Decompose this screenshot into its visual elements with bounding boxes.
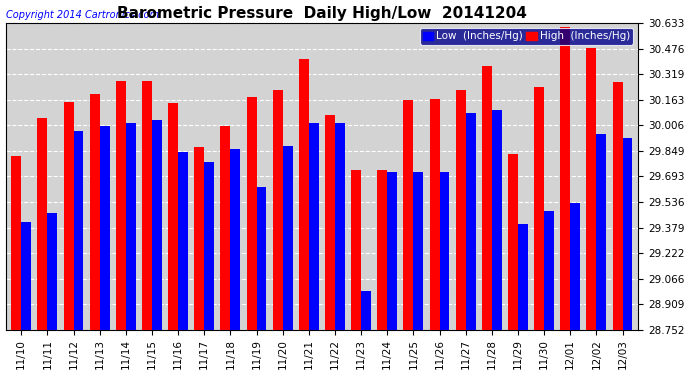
Bar <box>455 90 466 330</box>
Bar <box>220 126 230 330</box>
Bar <box>309 123 319 330</box>
Bar <box>387 172 397 330</box>
Bar <box>48 213 57 330</box>
Bar <box>116 81 126 330</box>
Bar <box>63 102 74 330</box>
Bar <box>273 90 283 330</box>
Bar <box>283 146 293 330</box>
Bar <box>482 66 492 330</box>
Bar <box>440 172 449 330</box>
Bar <box>74 131 83 330</box>
Bar <box>613 82 622 330</box>
Bar <box>560 27 570 330</box>
Bar <box>492 110 502 330</box>
Bar <box>335 123 345 330</box>
Bar <box>168 104 178 330</box>
Bar <box>508 154 518 330</box>
Bar <box>586 48 596 330</box>
Bar <box>377 170 387 330</box>
Bar <box>622 138 633 330</box>
Bar <box>404 100 413 330</box>
Bar <box>90 94 99 330</box>
Bar <box>152 120 162 330</box>
Bar <box>596 135 607 330</box>
Bar <box>21 222 31 330</box>
Bar <box>351 170 361 330</box>
Text: Copyright 2014 Cartronics.com: Copyright 2014 Cartronics.com <box>6 10 159 20</box>
Bar <box>544 211 554 330</box>
Bar <box>299 60 309 330</box>
Bar <box>142 81 152 330</box>
Bar <box>361 291 371 330</box>
Bar <box>413 172 424 330</box>
Legend: Low  (Inches/Hg), High  (Inches/Hg): Low (Inches/Hg), High (Inches/Hg) <box>420 28 633 45</box>
Bar <box>430 99 440 330</box>
Bar <box>257 187 266 330</box>
Bar <box>570 203 580 330</box>
Bar <box>534 87 544 330</box>
Title: Barometric Pressure  Daily High/Low  20141204: Barometric Pressure Daily High/Low 20141… <box>117 6 527 21</box>
Bar <box>518 224 528 330</box>
Bar <box>466 113 475 330</box>
Bar <box>126 123 136 330</box>
Bar <box>37 118 48 330</box>
Bar <box>11 156 21 330</box>
Bar <box>99 126 110 330</box>
Bar <box>325 115 335 330</box>
Bar <box>246 97 257 330</box>
Bar <box>230 149 240 330</box>
Bar <box>195 147 204 330</box>
Bar <box>178 152 188 330</box>
Bar <box>204 162 214 330</box>
